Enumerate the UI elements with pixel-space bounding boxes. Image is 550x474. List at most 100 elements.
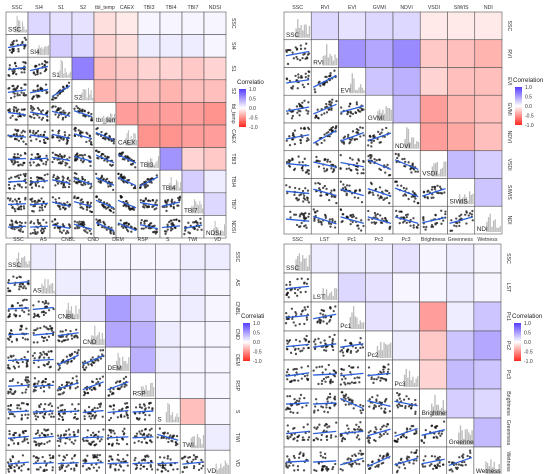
scatter-point — [40, 227, 44, 230]
scatter-point — [13, 155, 16, 159]
scatter-point — [133, 441, 136, 444]
matrix-cell — [49, 34, 73, 58]
scatter-point — [32, 455, 35, 458]
scatter-point — [63, 339, 66, 342]
scatter-point — [369, 161, 372, 165]
scatter-point — [73, 415, 77, 419]
scatter-point — [62, 229, 65, 232]
histogram-bar — [407, 128, 410, 149]
scatter-point — [51, 129, 54, 132]
column-header-label: GVMI — [373, 5, 386, 11]
scatter-point — [291, 85, 295, 88]
histogram-bar — [376, 345, 379, 358]
scatter-point — [357, 158, 360, 161]
scatter-point — [27, 413, 30, 416]
scatter-point — [415, 429, 418, 433]
column-header-label: VSDI — [428, 5, 440, 11]
scatter-point — [201, 464, 205, 468]
scatter-point — [18, 314, 22, 318]
matrix-cell — [204, 398, 231, 425]
correlation-tile — [473, 359, 502, 390]
fit-line — [340, 372, 364, 377]
scatter-point — [26, 441, 30, 444]
diagonal-variable-label: SI4 — [30, 49, 40, 56]
matrix-cell — [283, 178, 312, 207]
diagonal-variable-label: VSDI — [422, 171, 437, 178]
histogram-bar — [469, 434, 472, 445]
row-side-label: CAEX — [230, 129, 236, 144]
scatter-point — [147, 224, 151, 227]
scatter-point — [64, 329, 68, 332]
scatter-point — [156, 468, 159, 471]
histogram-bar — [190, 437, 192, 449]
histogram-bar — [488, 466, 490, 474]
scatter-point — [187, 231, 190, 234]
scatter-point — [297, 347, 300, 351]
scatter-point — [398, 222, 401, 225]
scatter-point — [56, 439, 60, 443]
fit-line — [7, 410, 29, 413]
histogram-bar — [307, 33, 309, 38]
scatter-point — [24, 62, 27, 65]
scatter-point — [87, 111, 90, 115]
scatter-point — [468, 449, 472, 452]
scatter-point — [376, 394, 379, 397]
scatter-point — [329, 225, 332, 228]
scatter-point — [16, 84, 20, 88]
scatter-point — [355, 103, 359, 106]
fit-line — [394, 216, 419, 224]
scatter-point — [44, 83, 48, 86]
fit-line — [367, 159, 392, 171]
scatter-point — [20, 464, 23, 468]
scatter-point — [17, 365, 20, 368]
histogram-bar — [215, 463, 217, 474]
scatter-point — [330, 434, 333, 437]
histogram-bar — [17, 252, 20, 268]
scatter-point — [65, 355, 69, 358]
scatter-point — [349, 102, 352, 106]
histogram-bar — [113, 113, 116, 123]
matrix-cell — [474, 94, 503, 124]
scatter-point — [38, 209, 41, 212]
matrix-cell — [55, 269, 81, 296]
scatter-point — [287, 437, 290, 440]
scatter-point — [402, 463, 406, 466]
scatter-point — [376, 194, 380, 197]
scatter-point — [349, 370, 352, 374]
scatter-point — [399, 436, 403, 439]
scatter-point — [37, 222, 40, 225]
histogram-bar — [125, 361, 127, 371]
histogram-bar — [390, 109, 392, 121]
scatter-point — [50, 326, 53, 330]
diagonal-variable-label: AS — [33, 288, 42, 295]
scatter-point — [93, 361, 96, 364]
scatter-point — [66, 176, 70, 179]
scatter-point — [38, 63, 41, 66]
fit-line — [367, 188, 392, 197]
matrix-cell — [283, 122, 312, 152]
scatter-point — [51, 134, 54, 138]
scatter-point — [61, 464, 65, 467]
scatter-point — [342, 354, 345, 357]
scatter-point — [120, 225, 123, 228]
scatter-point — [298, 58, 302, 62]
histogram-bar — [383, 113, 386, 121]
matrix-cell — [446, 388, 475, 419]
scatter-point — [95, 469, 99, 472]
scatter-point — [83, 109, 86, 112]
scatter-point — [293, 143, 297, 146]
scatter-point — [380, 401, 384, 404]
histogram-bar — [218, 468, 220, 474]
scatter-point — [89, 140, 93, 144]
matrix-cell — [419, 205, 448, 235]
scatter-point — [301, 56, 304, 60]
matrix-cell: SSC — [283, 243, 312, 274]
scatter-point — [76, 227, 79, 230]
scatter-point — [296, 87, 299, 90]
scatter-point — [45, 160, 48, 164]
scatter-point — [286, 406, 289, 409]
scatter-point — [379, 195, 382, 198]
row-side-label: TBI3 — [230, 153, 236, 164]
matrix-cell — [130, 321, 156, 348]
scatter-point — [286, 342, 289, 345]
